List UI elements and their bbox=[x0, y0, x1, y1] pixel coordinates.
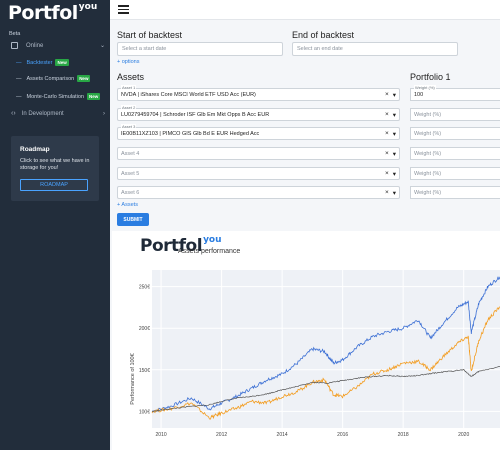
asset-select-1[interactable]: Asset 1 NVDA | iShares Core MSCI World E… bbox=[117, 85, 400, 101]
asset-select-5[interactable]: Asset 5 × ▾ bbox=[117, 167, 400, 180]
series-line-2 bbox=[151, 306, 500, 420]
clear-icon[interactable]: × bbox=[384, 189, 389, 196]
chart-title: Assets performance bbox=[178, 248, 241, 255]
x-tick-label: 2014 bbox=[277, 432, 288, 438]
asset-placeholder: Asset 6 bbox=[121, 189, 140, 196]
roadmap-button[interactable]: ROADMAP bbox=[20, 179, 88, 191]
asset-label: Asset 3 bbox=[121, 124, 137, 129]
nav-group-online-label: Online bbox=[26, 42, 44, 49]
x-tick-label: 2016 bbox=[337, 432, 348, 438]
roadmap-title: Roadmap bbox=[20, 146, 50, 153]
new-badge: New bbox=[86, 93, 101, 100]
y-tick-label: 150€ bbox=[139, 368, 150, 374]
asset-select-2[interactable]: Asset 2 LU0279459704 | Schroder ISF Glb … bbox=[117, 105, 400, 121]
roadmap-text: Click to see what we have in storage for… bbox=[20, 158, 90, 171]
weight-input-6[interactable]: Weight (%) bbox=[410, 186, 500, 199]
start-label: Start of backtest bbox=[117, 30, 183, 40]
weight-input-3[interactable]: Weight (%) bbox=[410, 127, 500, 140]
chart-brand-suffix: you bbox=[203, 235, 222, 245]
clear-icon[interactable]: × bbox=[384, 170, 389, 177]
end-label: End of backtest bbox=[292, 30, 355, 40]
sidebar-item-label: Monte-Carlo Simulation bbox=[26, 93, 84, 100]
start-date-input[interactable]: Select a start date bbox=[117, 42, 283, 56]
clear-icon[interactable]: × bbox=[384, 111, 389, 118]
weight-placeholder: Weight (%) bbox=[414, 150, 442, 157]
weight-input-5[interactable]: Weight (%) bbox=[410, 167, 500, 180]
weight-placeholder: Weight (%) bbox=[414, 189, 442, 196]
chevron-right-icon: › bbox=[103, 110, 105, 117]
brand-suffix: you bbox=[78, 2, 98, 12]
sidebar-item-backtester[interactable]: — Backtester New bbox=[16, 59, 69, 66]
weight-placeholder: Weight (%) bbox=[414, 111, 442, 118]
sidebar-item-assets-comparison[interactable]: — Assets Comparison New bbox=[16, 75, 91, 82]
sidebar-item-label: Backtester bbox=[26, 59, 53, 66]
dropdown-icon[interactable]: ▾ bbox=[392, 112, 396, 119]
end-date-input[interactable]: Select an end date bbox=[292, 42, 458, 56]
asset-value: IE00B11XZ103 | PIMCO GIS Glb Bd E EUR He… bbox=[121, 130, 260, 137]
performance-chart: 100€ 150€ 200€ 250€ 2010 2012 2014 2016 2018 2020… bbox=[130, 270, 500, 438]
dash-icon: — bbox=[16, 75, 22, 82]
x-tick-label: 2018 bbox=[398, 432, 409, 438]
weight-value: 100 bbox=[414, 91, 424, 98]
x-tick-label: 2010 bbox=[156, 432, 167, 438]
checkbox-icon bbox=[11, 42, 18, 49]
asset-select-6[interactable]: Asset 6 × ▾ bbox=[117, 186, 400, 199]
y-tick-label: 250€ bbox=[139, 285, 150, 291]
asset-label: Asset 2 bbox=[121, 105, 137, 110]
asset-placeholder: Asset 4 bbox=[121, 150, 140, 157]
plot-area bbox=[152, 270, 500, 428]
assets-title: Assets bbox=[117, 72, 145, 82]
menu-icon[interactable] bbox=[118, 5, 129, 14]
y-tick-label: 100€ bbox=[139, 409, 150, 415]
nav-group-online[interactable]: Online ⌄ bbox=[11, 42, 105, 49]
brand-name: Portfol bbox=[8, 2, 78, 24]
roadmap-card: Roadmap Click to see what we have in sto… bbox=[11, 136, 99, 201]
dropdown-icon[interactable]: ▾ bbox=[392, 171, 396, 178]
dash-icon: — bbox=[16, 59, 22, 66]
y-axis-label: Performance of 100€ bbox=[130, 353, 136, 404]
x-tick-label: 2012 bbox=[216, 432, 227, 438]
asset-select-4[interactable]: Asset 4 × ▾ bbox=[117, 147, 400, 160]
asset-value: NVDA | iShares Core MSCI World ETF USD A… bbox=[121, 91, 256, 98]
submit-button[interactable]: SUBMIT bbox=[117, 213, 149, 226]
portfolio-title: Portfolio 1 bbox=[410, 72, 451, 82]
y-tick-label: 200€ bbox=[139, 326, 150, 332]
asset-placeholder: Asset 5 bbox=[121, 170, 140, 177]
sidebar: Portfol you Beta Online ⌄ — Backtester N… bbox=[0, 0, 110, 450]
dropdown-icon[interactable]: ▾ bbox=[392, 92, 396, 99]
brand-logo[interactable]: Portfol you bbox=[8, 1, 97, 27]
sidebar-item-monte-carlo[interactable]: — Monte-Carlo Simulation New bbox=[16, 93, 101, 100]
weight-input-2[interactable]: Weight (%) bbox=[410, 108, 500, 121]
weight-label: Weight (%) bbox=[414, 85, 436, 90]
series-line-3 bbox=[151, 366, 500, 412]
sidebar-item-label: Assets Comparison bbox=[26, 75, 75, 82]
beta-label: Beta bbox=[9, 31, 21, 37]
new-badge: New bbox=[77, 75, 91, 82]
new-badge: New bbox=[55, 59, 69, 66]
code-icon: ‹› bbox=[11, 110, 16, 117]
dropdown-icon[interactable]: ▾ bbox=[392, 190, 396, 197]
dropdown-icon[interactable]: ▾ bbox=[392, 131, 396, 138]
chevron-down-icon: ⌄ bbox=[99, 43, 105, 49]
weight-input-1[interactable]: Weight (%) 100 bbox=[410, 85, 500, 101]
weight-placeholder: Weight (%) bbox=[414, 130, 442, 137]
dash-icon: — bbox=[16, 93, 22, 100]
asset-select-3[interactable]: Asset 3 IE00B11XZ103 | PIMCO GIS Glb Bd … bbox=[117, 124, 400, 140]
x-tick-label: 2020 bbox=[458, 432, 469, 438]
add-assets-link[interactable]: + Assets bbox=[117, 202, 138, 208]
chart-brand-name: Portfol bbox=[140, 236, 203, 256]
asset-value: LU0279459704 | Schroder ISF Glb Em Mkt O… bbox=[121, 111, 270, 118]
asset-label: Asset 1 bbox=[121, 85, 137, 90]
chart-brand-logo: Portfol you bbox=[140, 235, 222, 257]
options-link[interactable]: + options bbox=[117, 59, 140, 65]
dropdown-icon[interactable]: ▾ bbox=[392, 151, 396, 158]
clear-icon[interactable]: × bbox=[384, 150, 389, 157]
top-bar bbox=[110, 0, 500, 20]
weight-placeholder: Weight (%) bbox=[414, 170, 442, 177]
clear-icon[interactable]: × bbox=[384, 91, 389, 98]
clear-icon[interactable]: × bbox=[384, 130, 389, 137]
weight-input-4[interactable]: Weight (%) bbox=[410, 147, 500, 160]
nav-group-in-development[interactable]: ‹› In Development › bbox=[11, 110, 105, 117]
nav-group-dev-label: In Development bbox=[21, 110, 64, 117]
